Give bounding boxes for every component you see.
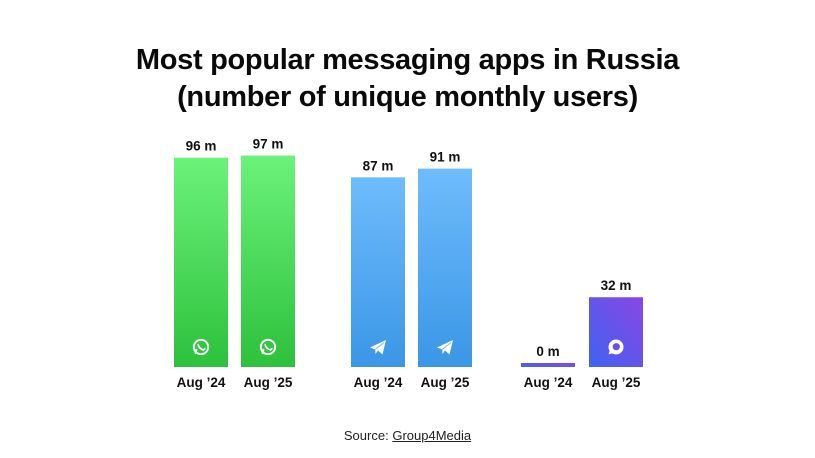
bar (589, 297, 643, 367)
data-label: 91 m (430, 150, 461, 165)
data-label: 0 m (536, 344, 559, 359)
data-label: 32 m (601, 278, 632, 293)
chart-title: Most popular messaging apps in Russia (n… (0, 42, 815, 116)
data-label: 97 m (253, 137, 284, 152)
max-messenger-icon (608, 339, 624, 355)
chart-title-line-2: (number of unique monthly users) (177, 81, 638, 113)
data-label: 96 m (186, 139, 217, 154)
chart-title-line-1: Most popular messaging apps in Russia (135, 44, 680, 76)
data-label: 87 m (363, 158, 394, 173)
source-note: Source: Group4Media (0, 428, 815, 443)
category-label: Aug ’25 (421, 375, 470, 390)
bar (521, 363, 575, 367)
category-label: Aug ’24 (524, 375, 573, 390)
category-label: Aug ’25 (592, 375, 641, 390)
bar (174, 157, 228, 367)
bar (241, 155, 295, 367)
telegram-icon (437, 340, 453, 355)
telegram-icon (370, 340, 386, 355)
bar-group-3: 0 m Aug ’24 32 m Aug ’25 (521, 278, 643, 390)
whatsapp-icon (259, 338, 277, 356)
source-label: Source: (343, 428, 389, 443)
bar-group-2: 87 m Aug ’24 91 m Aug ’25 (351, 150, 472, 390)
whatsapp-icon (192, 338, 210, 356)
bar-group-1: 96 m Aug ’24 97 m Aug ’25 (174, 137, 295, 390)
category-label: Aug ’24 (177, 375, 226, 390)
source-link[interactable]: Group4Media (392, 428, 472, 443)
bar (351, 177, 405, 367)
category-label: Aug ’24 (354, 375, 403, 390)
bar (418, 168, 472, 367)
category-label: Aug ’25 (244, 375, 293, 390)
